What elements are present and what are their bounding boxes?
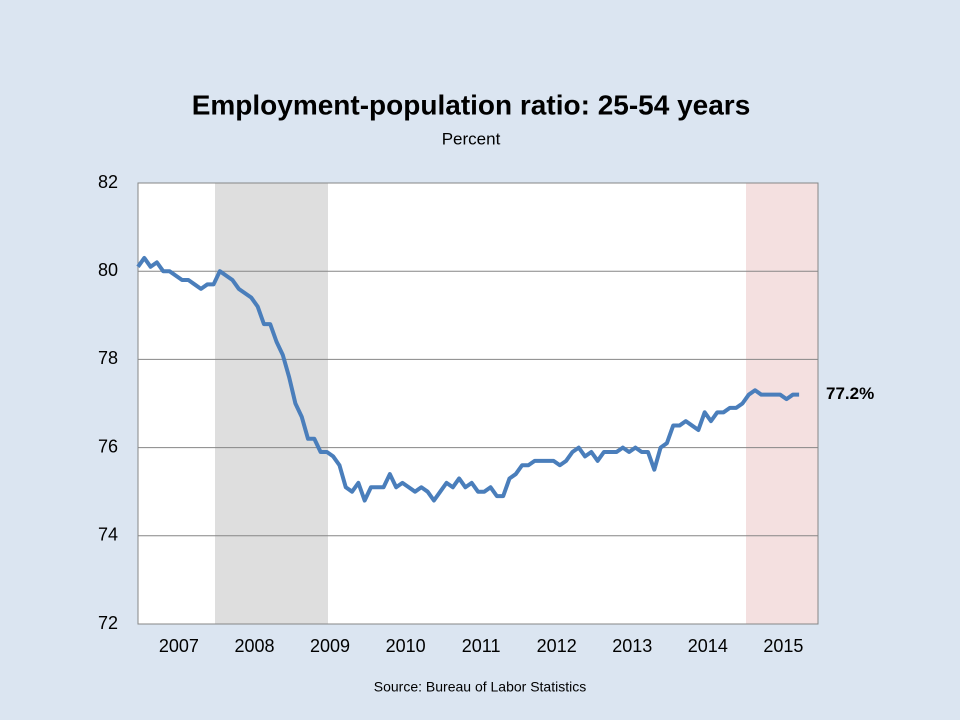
x-tick-label: 2011	[462, 636, 501, 656]
chart-title: Employment-population ratio: 25-54 years	[192, 89, 751, 120]
x-tick-label: 2008	[234, 636, 274, 656]
y-tick-label: 78	[98, 348, 118, 368]
recession-shading	[215, 183, 328, 624]
x-tick-label: 2007	[159, 636, 199, 656]
x-tick-label: 2010	[386, 636, 426, 656]
x-tick-label: 2009	[310, 636, 350, 656]
chart-subtitle: Percent	[442, 129, 501, 148]
y-tick-label: 74	[98, 525, 118, 545]
x-tick-label: 2014	[688, 636, 728, 656]
current-year-shading	[746, 183, 818, 624]
x-tick-label: 2015	[763, 636, 803, 656]
x-tick-label: 2012	[537, 636, 577, 656]
data-line	[136, 255, 800, 503]
y-tick-label: 80	[98, 260, 118, 280]
y-tick-label: 72	[98, 613, 118, 633]
x-tick-label: 2013	[612, 636, 652, 656]
y-tick-label: 76	[98, 436, 118, 456]
source-note: Source: Bureau of Labor Statistics	[374, 679, 586, 695]
value-label: 77.2%	[826, 384, 874, 403]
y-tick-label: 82	[98, 172, 118, 192]
